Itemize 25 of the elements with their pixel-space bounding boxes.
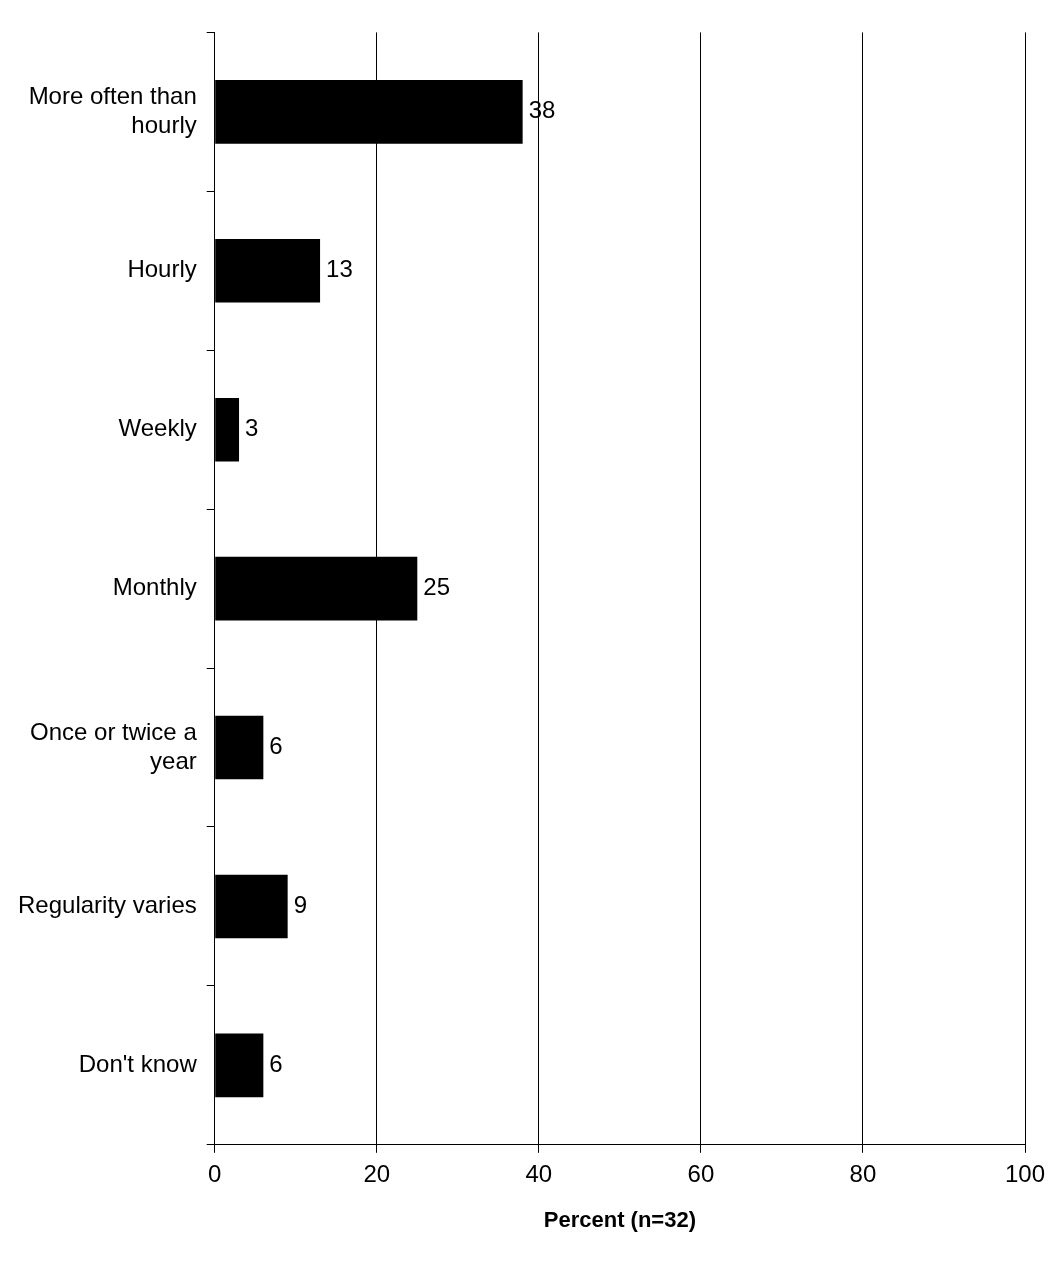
y-tick-label: Hourly: [127, 255, 197, 283]
y-tick-label: Regularity varies: [18, 891, 197, 919]
x-axis-title: Percent (n=32): [543, 1206, 696, 1232]
bar: [215, 397, 240, 462]
data-label: 9: [293, 891, 308, 919]
y-tick-label: Monthly: [112, 573, 197, 601]
data-label: 6: [269, 1049, 283, 1077]
x-tick-label: 0: [208, 1159, 222, 1187]
bar: [215, 238, 321, 303]
data-label: 25: [423, 573, 450, 601]
x-tick-label: 100: [1004, 1159, 1046, 1187]
x-tick-label: 20: [363, 1159, 391, 1187]
data-label: 3: [245, 414, 259, 442]
data-label: 13: [326, 255, 353, 283]
y-tick-label: More often than hourly: [28, 82, 197, 138]
x-tick-label: 60: [687, 1159, 715, 1187]
y-tick-label: Don't know: [78, 1049, 198, 1077]
x-tick-label: 80: [849, 1159, 877, 1187]
bar: [215, 874, 288, 939]
y-tick-label: Once or twice a year: [30, 717, 198, 774]
y-tick-label: Weekly: [118, 414, 197, 442]
x-tick-label: 40: [525, 1159, 553, 1187]
bar: [215, 1033, 264, 1098]
data-label: 6: [269, 732, 283, 760]
bar: [215, 715, 264, 780]
